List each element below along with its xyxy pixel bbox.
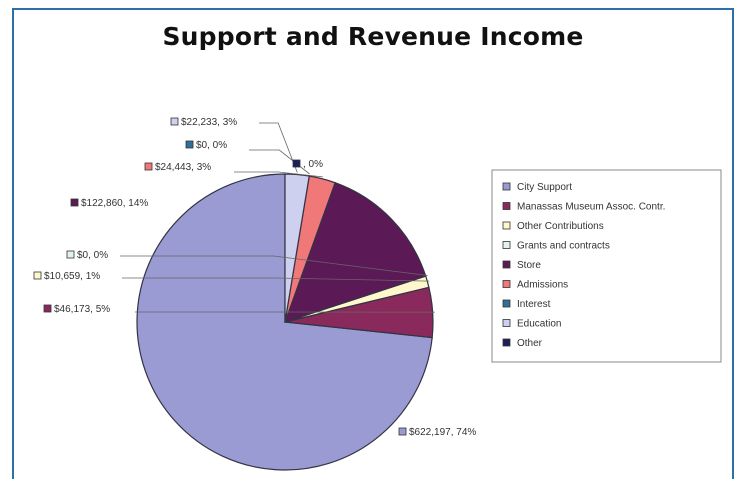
data-label-text: $46,173, 5%: [54, 304, 110, 315]
pie-chart: $622,197, 74% $46,173, 5% $10,659, 1% $0, 0…: [14, 10, 732, 481]
legend-swatch: [503, 242, 510, 249]
label-swatch: [399, 428, 406, 435]
data-label-text: $10,659, 1%: [44, 271, 100, 282]
legend-item-other-contributions: Other Contributions: [503, 221, 604, 232]
data-label-text: $22,233, 3%: [181, 117, 237, 128]
label-swatch: [293, 160, 300, 167]
legend-swatch: [503, 300, 510, 307]
data-label-text: $622,197, 74%: [409, 427, 476, 438]
legend-swatch: [503, 281, 510, 288]
label-swatch: [44, 305, 51, 312]
legend-label: City Support: [517, 182, 572, 193]
legend-label: Education: [517, 319, 561, 330]
legend-label: Other Contributions: [517, 221, 604, 232]
chart-legend: City Support Manassas Museum Assoc. Contr…: [492, 170, 721, 362]
legend-label: Manassas Museum Assoc. Contr.: [517, 202, 665, 213]
label-swatch: [71, 199, 78, 206]
legend-label: Interest: [517, 299, 551, 310]
legend-label: Grants and contracts: [517, 241, 610, 252]
leader-line: [249, 150, 310, 174]
data-label-text: $24,443, 3%: [155, 162, 211, 173]
legend-label: Admissions: [517, 280, 568, 291]
label-swatch: [34, 272, 41, 279]
legend-swatch: [503, 183, 510, 190]
legend-label: Store: [517, 260, 541, 271]
legend-swatch: [503, 320, 510, 327]
label-swatch: [171, 118, 178, 125]
legend-label: Other: [517, 338, 543, 349]
data-label-text: $0, 0%: [196, 140, 227, 151]
data-label-text: $0, 0%: [77, 250, 108, 261]
data-label-store: $122,860, 14%: [71, 198, 148, 209]
data-label-text: $122,860, 14%: [81, 198, 148, 209]
data-label-text: , 0%: [303, 159, 323, 170]
legend-swatch: [503, 222, 510, 229]
label-swatch: [67, 251, 74, 258]
legend-item-manassas-museum-assoc-contr: Manassas Museum Assoc. Contr.: [503, 202, 665, 213]
legend-item-grants-and-contracts: Grants and contracts: [503, 241, 610, 252]
chart-panel: Support and Revenue Income $622,197, 74%…: [12, 8, 734, 479]
legend-swatch: [503, 261, 510, 268]
label-swatch: [186, 141, 193, 148]
data-label-other: , 0%: [293, 159, 323, 170]
legend-swatch: [503, 203, 510, 210]
data-label-city-support: $622,197, 74%: [399, 427, 476, 438]
legend-swatch: [503, 339, 510, 346]
leader-line: [259, 123, 297, 173]
label-swatch: [145, 163, 152, 170]
